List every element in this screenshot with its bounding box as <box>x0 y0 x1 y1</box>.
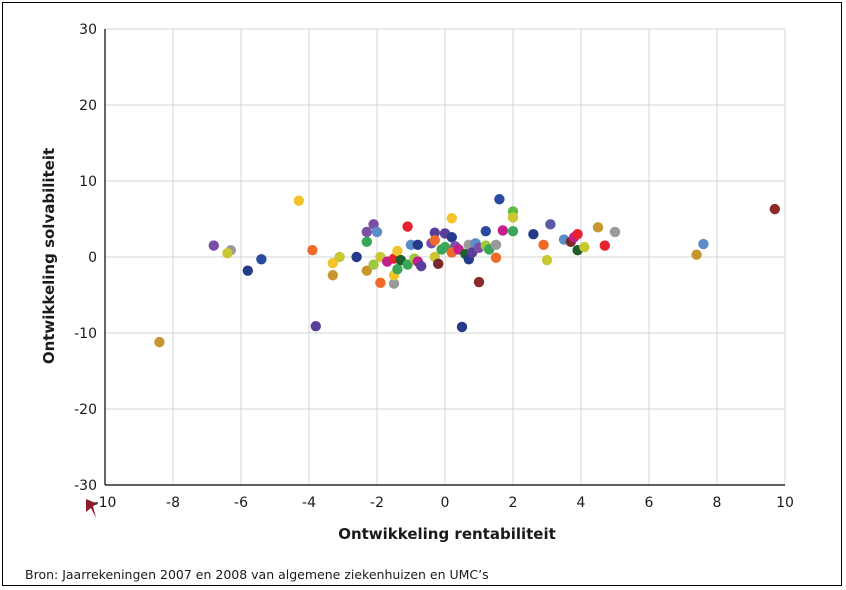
data-point <box>490 252 502 263</box>
data-point <box>541 254 553 266</box>
x-tick-label: -8 <box>166 495 180 511</box>
y-tick-labels: -30 -20 -10 0 10 20 30 <box>74 22 97 494</box>
data-point <box>579 241 590 253</box>
y-tick-label: -10 <box>74 326 97 342</box>
data-point <box>307 244 318 256</box>
data-point <box>371 226 383 238</box>
data-point <box>446 213 457 224</box>
data-point <box>402 259 413 270</box>
data-point <box>392 245 403 257</box>
data-point <box>769 203 780 215</box>
data-point <box>528 229 539 240</box>
data-point <box>545 219 556 230</box>
data-point <box>368 259 379 270</box>
y-tick-label: 30 <box>79 22 97 38</box>
data-point <box>592 222 604 233</box>
data-point <box>361 236 372 247</box>
x-tick-label: 6 <box>645 495 654 511</box>
data-point <box>351 251 362 263</box>
x-tick-label: 4 <box>577 495 586 511</box>
data-point <box>327 270 338 281</box>
y-tick-label: 20 <box>79 98 97 114</box>
data-point <box>433 258 444 270</box>
data-point <box>497 225 508 236</box>
data-point <box>429 227 440 238</box>
data-point <box>412 239 423 251</box>
data-point <box>691 249 702 260</box>
red-arrow-marker-icon <box>86 499 98 518</box>
data-point <box>222 248 233 259</box>
data-point <box>473 276 485 288</box>
data-point <box>698 238 709 250</box>
data-point <box>507 212 519 223</box>
data-points <box>154 194 780 348</box>
x-tick-label: 8 <box>713 495 722 511</box>
data-point <box>334 251 345 263</box>
data-point <box>429 235 440 246</box>
data-point <box>490 239 502 251</box>
data-point <box>416 260 427 272</box>
data-point <box>480 225 491 237</box>
data-point <box>572 229 583 240</box>
data-point <box>327 257 338 269</box>
x-tick-labels: -10 -8 -6 -4 -2 0 2 4 6 8 10 <box>94 495 794 511</box>
y-tick-label: 10 <box>79 174 97 190</box>
y-axis-title: Ontwikkeling solvabiliteit <box>40 148 58 364</box>
x-tick-label: 10 <box>776 495 794 511</box>
data-point <box>310 320 321 332</box>
source-note: Bron: Jaarrekeningen 2007 en 2008 van al… <box>25 567 489 582</box>
x-tick-label: -4 <box>302 495 316 511</box>
data-point <box>242 265 253 276</box>
x-tick-label: 0 <box>441 495 450 511</box>
data-point <box>293 195 304 206</box>
x-tick-label: -10 <box>94 495 117 511</box>
data-point <box>208 240 219 251</box>
data-point <box>609 226 621 238</box>
data-point <box>388 278 400 289</box>
x-tick-label: -2 <box>370 495 384 511</box>
data-point <box>361 226 372 238</box>
data-point <box>256 254 267 265</box>
y-tick-label: 0 <box>88 250 97 266</box>
axis-lines <box>104 29 785 486</box>
data-point <box>375 277 386 289</box>
x-axis-title: Ontwikkeling rentabiliteit <box>338 525 556 543</box>
data-point <box>446 232 457 243</box>
x-tick-label: 2 <box>509 495 518 511</box>
y-tick-label: -30 <box>74 478 97 494</box>
data-point <box>494 194 505 205</box>
data-point <box>361 265 372 276</box>
data-point <box>456 321 468 333</box>
data-point <box>392 263 403 275</box>
x-tick-label: -6 <box>234 495 248 511</box>
grid-lines <box>105 28 786 485</box>
data-point <box>538 239 549 251</box>
data-point <box>507 225 519 237</box>
y-tick-label: -20 <box>74 402 97 418</box>
data-point <box>402 221 413 232</box>
data-point <box>154 336 165 348</box>
data-point <box>599 240 610 251</box>
